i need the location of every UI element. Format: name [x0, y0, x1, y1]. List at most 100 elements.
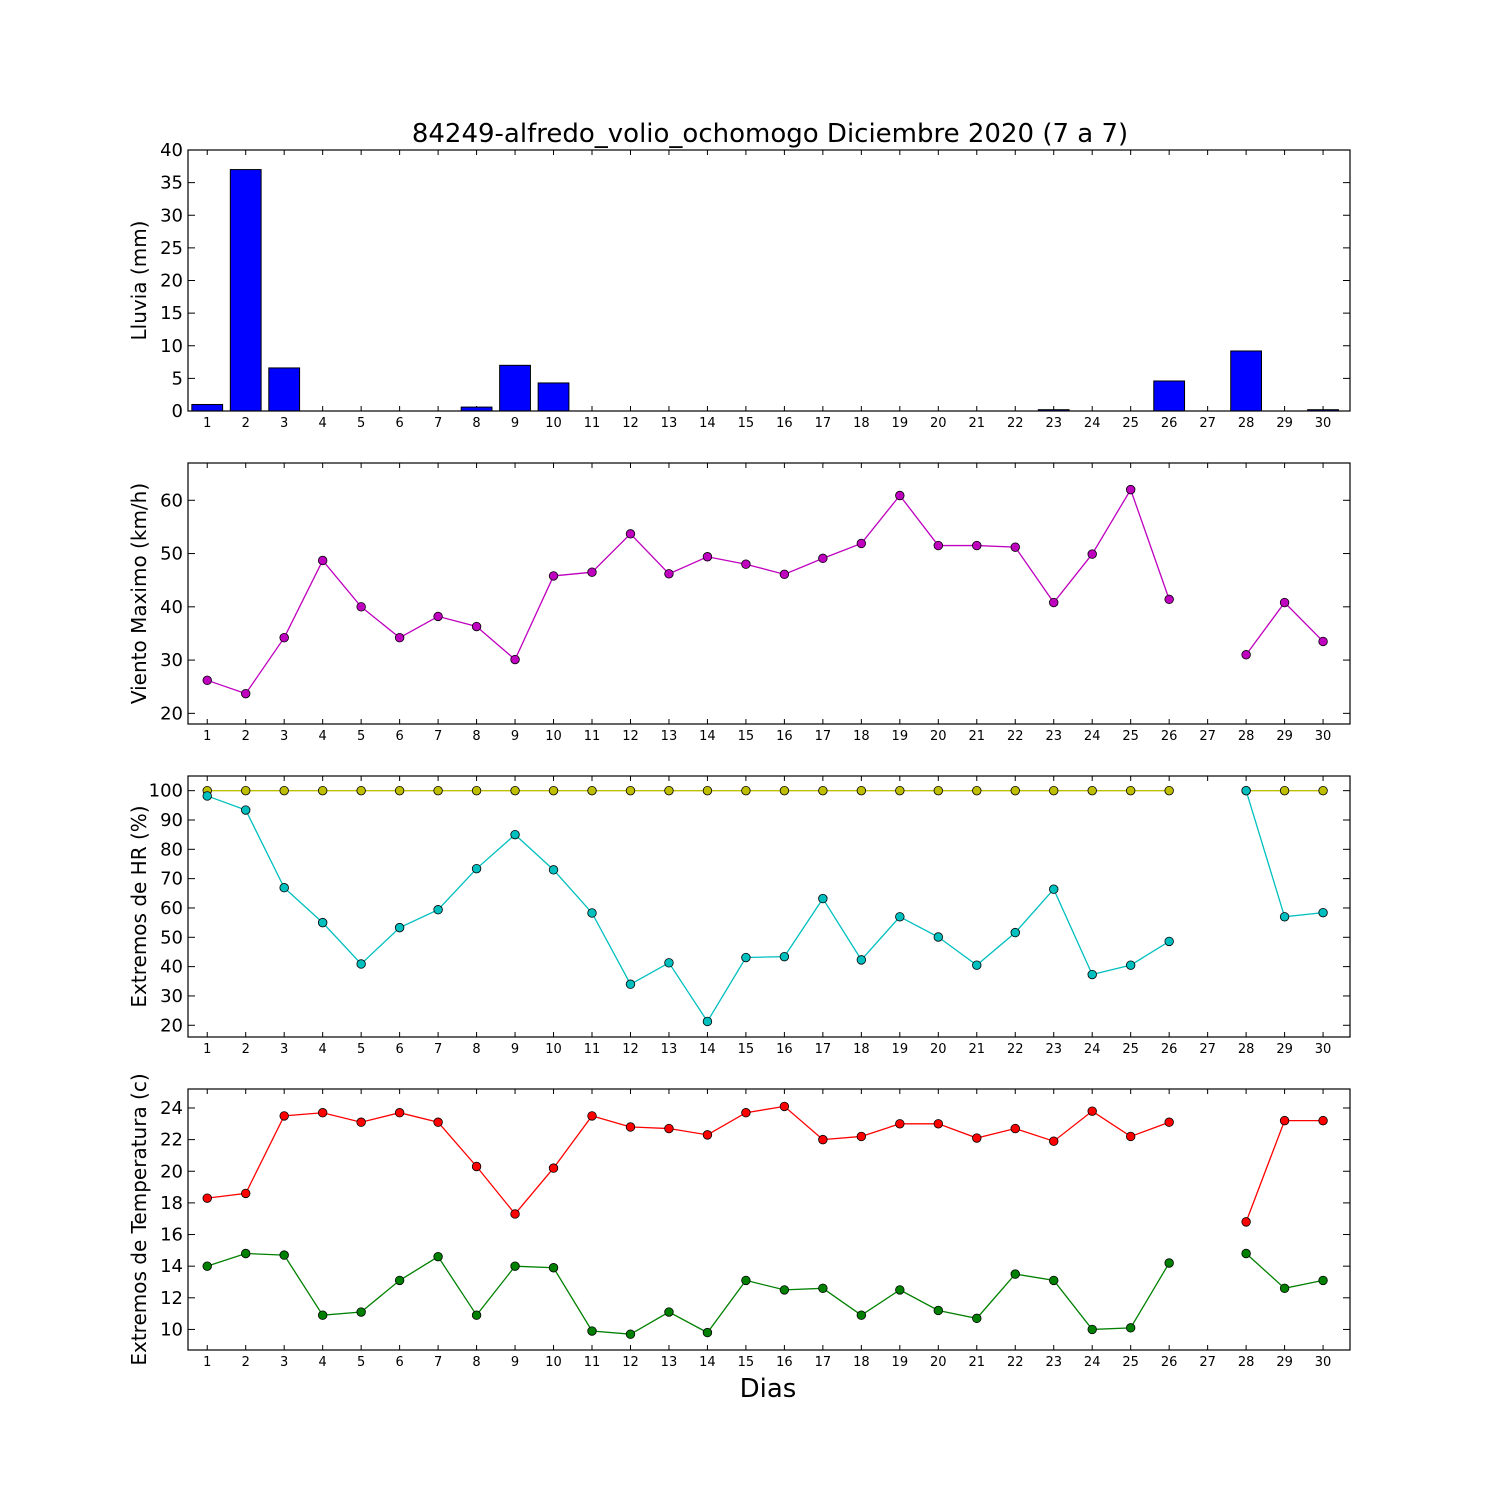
x-tick-label: 4: [319, 1355, 327, 1370]
y-tick-label: 12: [160, 1288, 183, 1309]
point-day-19: [895, 1119, 905, 1129]
point-day-16: [779, 785, 790, 796]
x-tick-label: 24: [1084, 416, 1101, 431]
point-day-6: [394, 1108, 405, 1118]
y-tick-label: 18: [160, 1193, 183, 1214]
y-tick-label: 15: [160, 303, 183, 324]
x-tick-label: 14: [699, 1355, 716, 1370]
x-tick-label: 3: [280, 1042, 288, 1057]
x-tick-label: 15: [738, 416, 755, 431]
x-tick-label: 20: [930, 416, 947, 431]
x-tick-label: 10: [545, 1042, 562, 1057]
point-day-19: [895, 912, 905, 922]
point-day-10: [548, 1163, 559, 1173]
x-tick-label: 16: [776, 729, 793, 744]
point-day-17: [818, 785, 828, 796]
x-tick-label: 28: [1238, 416, 1255, 431]
point-day-24: [1087, 969, 1097, 980]
x-tick-label: 25: [1122, 416, 1139, 431]
point-day-20: [933, 785, 943, 796]
point-day-10: [548, 571, 559, 581]
point-day-6: [394, 633, 405, 643]
x-tick-label: 1: [203, 1042, 211, 1057]
y-tick-label: 14: [160, 1256, 183, 1277]
point-day-2: [241, 688, 251, 699]
x-tick-label: 8: [472, 1355, 480, 1370]
y-tick-label: 40: [160, 957, 183, 978]
point-day-2: [241, 785, 251, 796]
x-tick-label: 17: [815, 1042, 832, 1057]
point-day-28: [1241, 1217, 1251, 1227]
x-tick-label: 23: [1045, 729, 1062, 744]
series-line-2: [207, 1252, 1170, 1335]
point-day-5: [356, 1307, 366, 1317]
x-tick-label: 8: [472, 416, 480, 431]
x-tick-label: 18: [853, 416, 870, 431]
point-day-20: [933, 932, 943, 942]
point-day-25: [1125, 484, 1136, 495]
point-day-5: [356, 785, 366, 796]
x-tick-label: 13: [661, 729, 678, 744]
x-tick-label: 15: [738, 1355, 755, 1370]
point-day-3: [279, 883, 289, 893]
x-tick-label: 24: [1084, 1042, 1101, 1057]
point-day-9: [510, 829, 520, 840]
point-day-23: [1049, 884, 1059, 894]
x-tick-label: 6: [395, 729, 403, 744]
x-tick-label: 16: [776, 1042, 793, 1057]
y-axis-label: Extremos de HR (%): [127, 805, 151, 1007]
x-tick-label: 11: [584, 1355, 601, 1370]
y-tick-label: 30: [160, 650, 183, 671]
x-tick-label: 12: [622, 416, 639, 431]
point-day-19: [895, 785, 905, 796]
x-tick-label: 21: [969, 1355, 986, 1370]
point-day-10: [548, 1263, 559, 1273]
x-tick-label: 20: [930, 729, 947, 744]
x-tick-label: 4: [319, 416, 327, 431]
y-tick-label: 25: [160, 238, 183, 259]
point-day-26: [1164, 936, 1174, 947]
x-tick-label: 2: [242, 416, 250, 431]
x-tick-label: 30: [1315, 416, 1332, 431]
point-day-24: [1087, 1106, 1097, 1116]
point-day-25: [1125, 785, 1136, 796]
point-day-18: [856, 1131, 867, 1142]
y-tick-label: 60: [160, 490, 183, 511]
x-tick-label: 4: [319, 729, 327, 744]
x-tick-label: 5: [357, 729, 365, 744]
point-day-16: [779, 1101, 790, 1112]
x-tick-label: 28: [1238, 729, 1255, 744]
point-day-24: [1087, 1324, 1097, 1335]
point-day-25: [1125, 1131, 1136, 1142]
point-day-8: [471, 863, 482, 874]
x-tick-label: 27: [1199, 416, 1216, 431]
y-axis-label: Extremos de Temperatura (c): [127, 1073, 151, 1365]
x-tick-label: 21: [969, 729, 986, 744]
point-day-5: [356, 959, 366, 969]
point-day-23: [1049, 597, 1059, 608]
point-day-7: [433, 611, 443, 622]
x-tick-label: 10: [545, 416, 562, 431]
y-tick-label: 0: [172, 401, 183, 422]
point-day-13: [664, 1123, 674, 1134]
bar-day-1: [191, 403, 224, 412]
x-tick-label: 12: [622, 729, 639, 744]
axes-frame: [187, 462, 1351, 725]
point-day-21: [972, 785, 982, 796]
y-tick-label: 50: [160, 927, 183, 948]
x-tick-label: 13: [661, 1355, 678, 1370]
bar-day-2: [229, 169, 262, 412]
x-tick-label: 9: [511, 1355, 519, 1370]
point-day-4: [317, 785, 328, 796]
y-tick-label: 40: [160, 597, 183, 618]
x-tick-label: 26: [1161, 729, 1178, 744]
point-day-5: [356, 602, 366, 612]
x-tick-label: 7: [434, 729, 442, 744]
x-tick-label: 10: [545, 1355, 562, 1370]
point-day-4: [317, 555, 328, 566]
bar-day-9: [499, 364, 531, 412]
x-tick-label: 6: [395, 416, 403, 431]
point-day-30: [1318, 1115, 1328, 1126]
